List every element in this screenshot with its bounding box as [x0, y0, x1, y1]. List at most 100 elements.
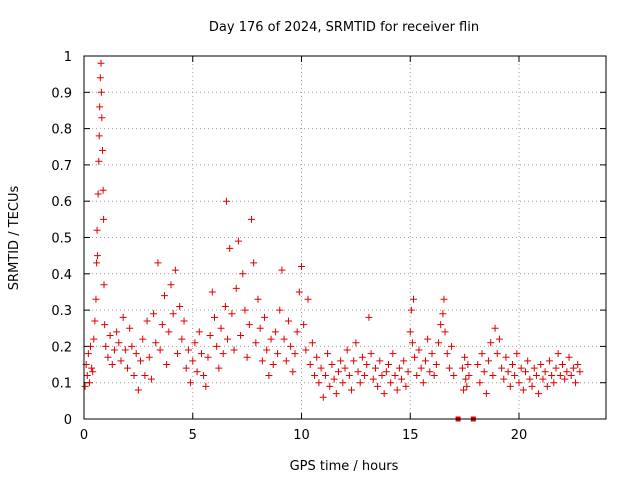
data-point-plus [95, 157, 103, 165]
data-point-plus [506, 382, 514, 390]
data-point-plus [250, 259, 258, 267]
data-point-plus [371, 364, 379, 372]
data-point-plus [535, 390, 543, 398]
data-point-plus [222, 197, 230, 205]
data-point-plus [182, 364, 190, 372]
data-point-plus [545, 357, 553, 365]
data-point-plus [519, 386, 527, 394]
data-point-plus [319, 393, 327, 401]
data-point-plus [174, 350, 182, 358]
data-point-plus [96, 74, 104, 82]
data-point-plus [502, 353, 510, 361]
data-point-plus [404, 368, 412, 376]
data-point-plus [517, 364, 525, 372]
data-point-plus [92, 295, 100, 303]
data-point-plus [439, 310, 447, 318]
data-point-plus [430, 371, 438, 379]
data-points [81, 59, 584, 422]
data-point-plus [300, 321, 308, 329]
data-point-plus [93, 259, 101, 267]
data-point-plus [263, 346, 271, 354]
data-point-plus [508, 361, 516, 369]
data-point-plus [254, 295, 262, 303]
data-point-plus [391, 371, 399, 379]
data-point-plus [326, 382, 334, 390]
x-tick-label: 15 [402, 428, 419, 443]
data-point-plus [119, 313, 127, 321]
y-tick-label: 0.6 [51, 195, 72, 210]
data-point-plus [440, 295, 448, 303]
data-point-plus [165, 328, 173, 336]
data-point-plus [102, 342, 110, 350]
data-point-plus [552, 364, 560, 372]
data-point-plus [561, 375, 569, 383]
data-point-plus [221, 302, 229, 310]
data-point-plus [97, 59, 105, 67]
data-point-plus [98, 114, 106, 122]
data-point-plus [317, 364, 325, 372]
data-point-plus [195, 328, 203, 336]
data-point-plus [94, 190, 102, 198]
data-point-plus [271, 328, 279, 336]
data-point-plus [528, 382, 536, 390]
data-point-plus [539, 375, 547, 383]
data-point-plus [184, 346, 192, 354]
data-point-plus [104, 353, 112, 361]
data-point-plus [171, 266, 179, 274]
data-point-plus [556, 371, 564, 379]
data-point-plus [356, 379, 364, 387]
data-point-plus [245, 321, 253, 329]
y-tick-label: 0.2 [51, 340, 72, 355]
y-tick-label: 0.7 [51, 159, 72, 174]
data-point-plus [239, 270, 247, 278]
data-point-plus [147, 375, 155, 383]
data-point-plus [402, 382, 410, 390]
data-point-plus [213, 342, 221, 350]
data-point-plus [226, 244, 234, 252]
data-point-plus [361, 371, 369, 379]
y-tick-label: 0.9 [51, 86, 72, 101]
axis-ticks: 00.10.20.30.40.50.60.70.80.910 5 10 15 20 [51, 50, 606, 443]
data-point-plus [298, 263, 305, 271]
data-point-plus [106, 332, 114, 340]
data-point-plus [376, 357, 384, 365]
data-point-plus [176, 302, 184, 310]
data-point-plus [524, 357, 532, 365]
data-point-plus [88, 364, 96, 372]
data-point-plus [395, 364, 403, 372]
data-point-plus [311, 371, 319, 379]
data-point-plus [96, 103, 104, 111]
data-point-plus [389, 350, 397, 358]
data-point-plus [462, 375, 470, 383]
x-tick-label: 10 [293, 428, 310, 443]
y-tick-label: 0.4 [51, 268, 72, 283]
data-point-plus [108, 361, 116, 369]
data-point-plus [124, 364, 131, 372]
data-point-plus [128, 342, 136, 350]
data-point-plus [343, 346, 351, 354]
data-point-plus [532, 371, 540, 379]
data-point-plus [93, 226, 101, 234]
data-point-plus [97, 88, 105, 96]
data-point-plus [315, 379, 323, 387]
data-point-plus [295, 288, 303, 296]
data-point-plus [81, 382, 89, 390]
data-point-plus [163, 361, 171, 369]
data-point-plus [380, 390, 388, 398]
data-point-plus [443, 350, 451, 358]
data-point-plus [302, 346, 310, 354]
data-point-plus [437, 321, 445, 329]
data-point-plus [330, 375, 338, 383]
data-point-plus [421, 357, 429, 365]
data-point-plus [341, 364, 349, 372]
data-point-plus [150, 310, 158, 318]
y-tick-label: 0.8 [51, 123, 72, 138]
data-point-plus [411, 353, 419, 361]
data-point-plus [121, 346, 129, 354]
data-point-plus [306, 361, 314, 369]
y-tick-label: 1 [64, 50, 72, 65]
data-point-plus [365, 313, 373, 321]
data-point-plus [90, 335, 98, 343]
data-point-plus [160, 292, 168, 300]
y-tick-label: 0.1 [51, 377, 72, 392]
